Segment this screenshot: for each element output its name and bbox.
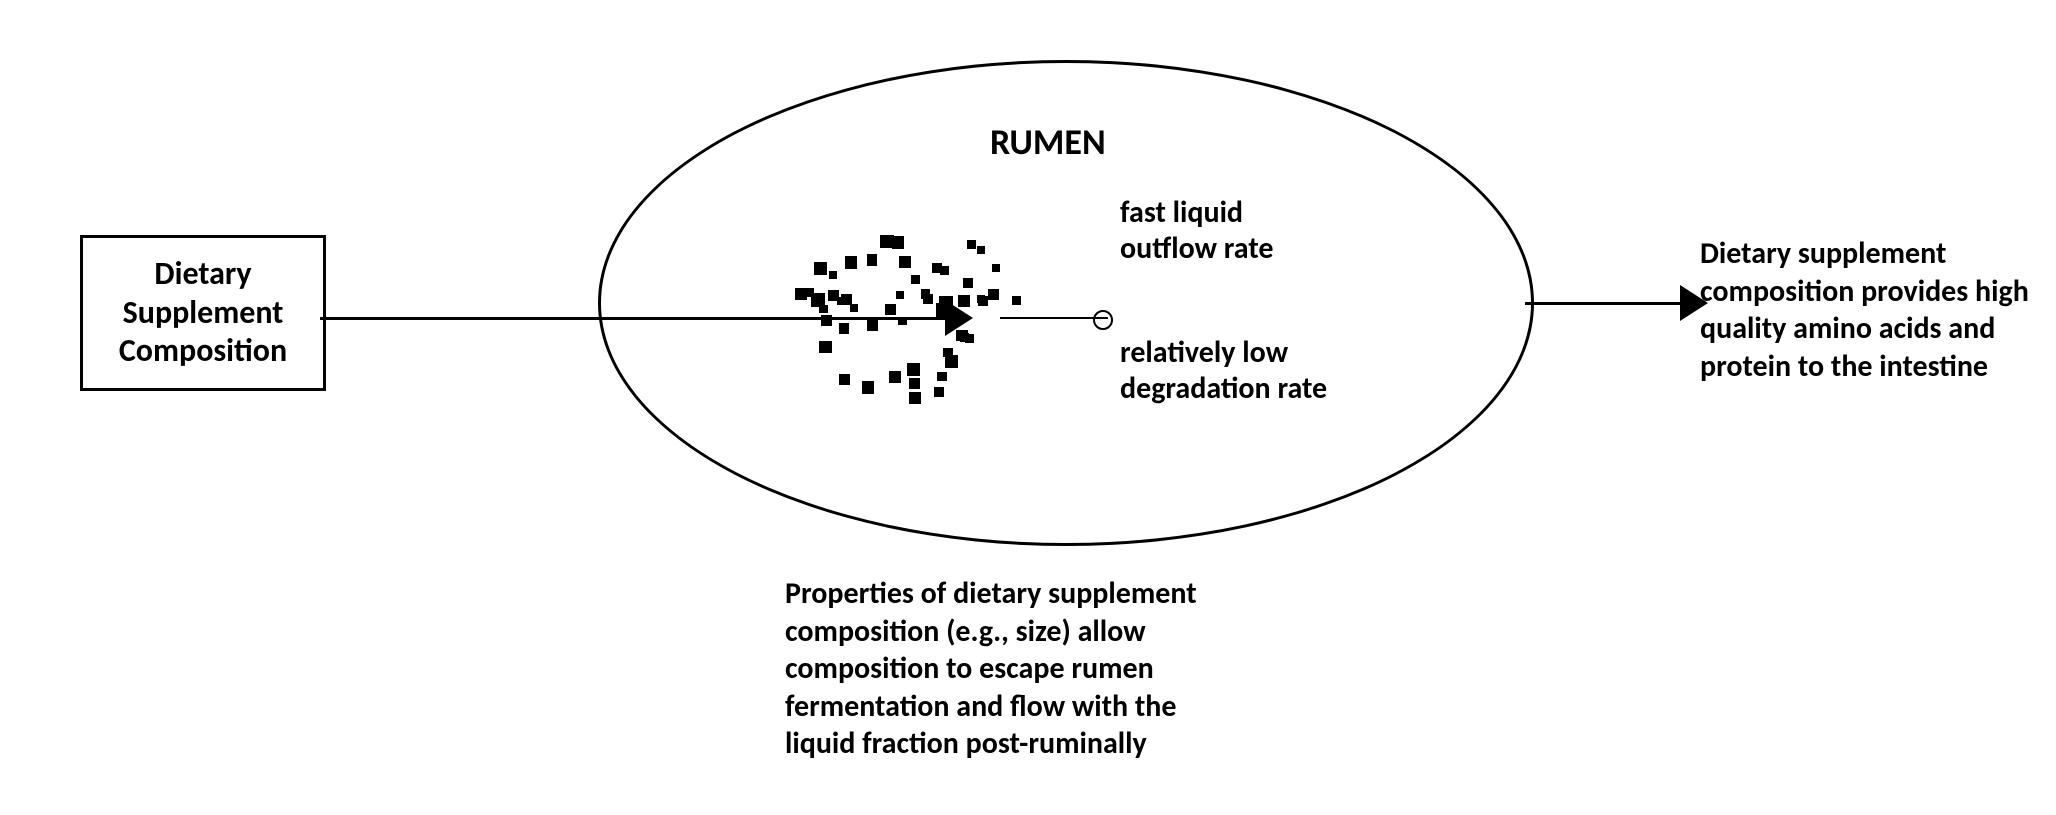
- particle: [850, 304, 858, 312]
- inner-line: [1000, 317, 1108, 319]
- particle: [958, 295, 970, 307]
- particle: [909, 392, 921, 404]
- particle: [896, 291, 904, 299]
- particle: [885, 304, 896, 315]
- caption-text-content: Properties of dietary supplementcomposit…: [785, 575, 1197, 762]
- input-box-text: DietarySupplementComposition: [119, 255, 287, 370]
- particle: [909, 378, 920, 389]
- particle: [907, 363, 920, 376]
- particle: [899, 256, 911, 268]
- particle: [837, 297, 846, 306]
- particle: [939, 296, 953, 310]
- particle: [821, 315, 832, 326]
- caption-text: Properties of dietary supplementcomposit…: [785, 575, 1285, 763]
- particle: [889, 371, 901, 383]
- particle: [829, 271, 837, 279]
- particle: [911, 275, 920, 284]
- inner-label-1: relatively lowdegradation rate: [1120, 335, 1327, 407]
- particle: [956, 330, 967, 341]
- particle: [819, 305, 827, 313]
- particle: [977, 246, 985, 254]
- particle: [806, 288, 815, 297]
- input-box: DietarySupplementComposition: [80, 235, 326, 391]
- particle: [898, 317, 907, 326]
- particle: [945, 355, 958, 368]
- particle: [867, 320, 878, 331]
- particle: [923, 294, 933, 304]
- rumen-title: RUMEN: [990, 120, 1106, 164]
- particle: [839, 323, 849, 333]
- diagram-canvas: { "background_color": "#ffffff", "stroke…: [0, 0, 2056, 815]
- particle: [934, 387, 944, 397]
- inner-label-0-text: fast liquidoutflow rate: [1120, 194, 1273, 267]
- particle: [967, 240, 976, 249]
- particle: [839, 374, 850, 385]
- o-marker: [1093, 310, 1113, 330]
- particle: [937, 372, 946, 381]
- particle: [880, 235, 893, 248]
- particle: [862, 381, 874, 393]
- arrow-out-line: [1525, 302, 1680, 305]
- inner-label-1-text: relatively lowdegradation rate: [1120, 334, 1327, 407]
- output-text: Dietary supplementcomposition provides h…: [1700, 235, 2056, 385]
- particle: [819, 341, 831, 353]
- particle: [977, 295, 985, 303]
- particle: [814, 262, 827, 275]
- output-text-content: Dietary supplementcomposition provides h…: [1700, 235, 2029, 385]
- particle: [1012, 296, 1021, 305]
- inner-label-0: fast liquidoutflow rate: [1120, 195, 1273, 267]
- particle: [867, 257, 877, 267]
- particle: [988, 289, 999, 300]
- particle: [845, 256, 857, 268]
- particle: [963, 278, 973, 288]
- particle: [932, 263, 942, 273]
- particle: [992, 264, 1000, 272]
